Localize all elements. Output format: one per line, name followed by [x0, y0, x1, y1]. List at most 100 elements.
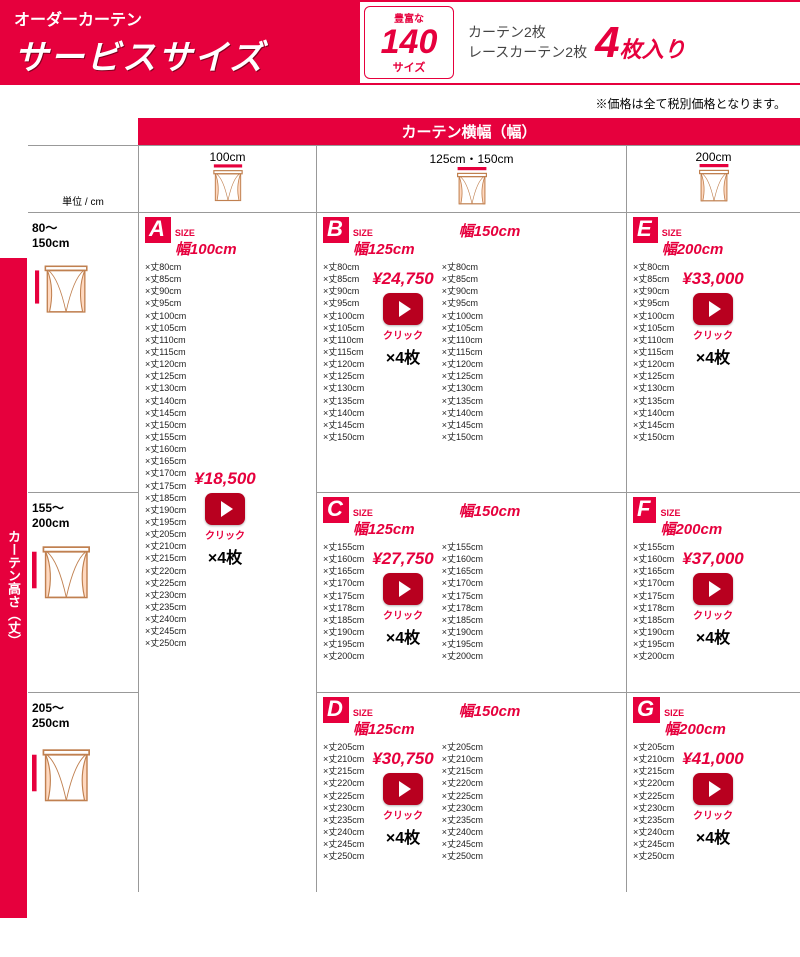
width-col-100: 100cm: [138, 146, 316, 212]
size-label: SIZE: [662, 228, 724, 238]
size-letter-c: C: [323, 497, 349, 523]
size-letter-g: G: [633, 697, 660, 723]
length-list-b2: 80cm85cm90cm95cm100cm105cm110cm115cm120c…: [442, 261, 483, 443]
qty-c: ×4枚: [372, 624, 433, 648]
size-label: SIZE: [660, 508, 722, 518]
header-qty: 4枚入り: [595, 18, 686, 68]
click-button-a[interactable]: [205, 493, 245, 525]
length-list-d2: 205cm210cm215cm220cm225cm230cm235cm240cm…: [442, 741, 483, 862]
size-width-d2: 幅150cm: [459, 700, 521, 721]
header-desc: カーテン2枚 レースカーテン2枚: [468, 23, 587, 62]
qty-b: ×4枚: [372, 344, 433, 368]
size-width-b2: 幅150cm: [459, 220, 521, 241]
width-axis-label: カーテン横幅（幅）: [138, 118, 800, 145]
click-label: クリック: [372, 327, 433, 342]
price-f: ¥37,000: [682, 549, 743, 569]
size-block-f: F SIZE幅200cm 155cm160cm165cm170cm175cm17…: [627, 492, 800, 692]
price-b: ¥24,750: [372, 269, 433, 289]
click-button-c[interactable]: [383, 573, 423, 605]
size-width-e: 幅200cm: [662, 238, 724, 259]
length-list-c2: 155cm160cm165cm170cm175cm178cm185cm190cm…: [442, 541, 483, 662]
size-block-a: A SIZE 幅100cm 80cm85cm90cm95cm100cm105cm…: [139, 212, 316, 892]
price-c: ¥27,750: [372, 549, 433, 569]
size-label: SIZE: [353, 228, 415, 238]
height-cell-2: 155～ 200cm: [28, 492, 138, 692]
header-title-block: オーダーカーテン サービスサイズ: [0, 2, 360, 83]
size-block-b: B SIZE幅125cm 幅150cm 80cm85cm90cm95cm100c…: [317, 212, 626, 492]
height-range-3: 205～ 250cm: [32, 699, 134, 730]
qty-num: 4: [595, 18, 619, 67]
qty-d: ×4枚: [372, 824, 433, 848]
height-cell-3: 205～ 250cm: [28, 692, 138, 892]
length-list-c1: 155cm160cm165cm170cm175cm178cm185cm190cm…: [323, 541, 364, 662]
curtain-icon: [206, 164, 250, 204]
click-button-g[interactable]: [693, 773, 733, 805]
click-label: クリック: [372, 607, 433, 622]
header-right: カーテン2枚 レースカーテン2枚 4枚入り: [458, 2, 800, 83]
click-button-e[interactable]: [693, 293, 733, 325]
size-block-c: C SIZE幅125cm 幅150cm 155cm160cm165cm170cm…: [317, 492, 626, 692]
size-block-g: G SIZE幅200cm 205cm210cm215cm220cm225cm23…: [627, 692, 800, 892]
qty-text: 枚入り: [620, 37, 686, 62]
size-width-d1: 幅125cm: [353, 718, 415, 739]
price-e: ¥33,000: [682, 269, 743, 289]
header-banner: オーダーカーテン サービスサイズ 豊富な 140 サイズ カーテン2枚 レースカ…: [0, 0, 800, 85]
size-label: SIZE: [664, 708, 726, 718]
price-d: ¥30,750: [372, 749, 433, 769]
size-count-badge: 豊富な 140 サイズ: [364, 6, 454, 79]
size-width-c1: 幅125cm: [353, 518, 415, 539]
width-col-125-150: 125cm・150cm: [316, 146, 626, 212]
size-letter-f: F: [633, 497, 656, 523]
size-letter-a: A: [145, 217, 171, 243]
click-label: クリック: [372, 807, 433, 822]
length-list-b1: 80cm85cm90cm95cm100cm105cm110cm115cm120c…: [323, 261, 364, 443]
price-g: ¥41,000: [682, 749, 743, 769]
badge-number: 140: [381, 25, 438, 59]
height-range-1: 80～ 150cm: [32, 219, 134, 250]
size-label: SIZE: [353, 708, 415, 718]
size-label: SIZE: [353, 508, 415, 518]
width-100-label: 100cm: [139, 150, 316, 164]
size-width-f: 幅200cm: [660, 518, 722, 539]
height-range-2: 155～ 200cm: [32, 499, 134, 530]
curtain-icon: [32, 258, 96, 316]
length-list-a: 80cm85cm90cm95cm100cm105cm110cm115cm120c…: [145, 261, 186, 650]
click-button-b[interactable]: [383, 293, 423, 325]
height-axis-label: カーテン高さ（丈）: [0, 258, 27, 918]
desc-line1: カーテン2枚: [468, 23, 587, 43]
qty-f: ×4枚: [682, 624, 743, 648]
size-block-d: D SIZE幅125cm 幅150cm 205cm210cm215cm220cm…: [317, 692, 626, 892]
length-list-f: 155cm160cm165cm170cm175cm178cm185cm190cm…: [633, 541, 674, 662]
length-list-d1: 205cm210cm215cm220cm225cm230cm235cm240cm…: [323, 741, 364, 862]
click-button-f[interactable]: [693, 573, 733, 605]
height-cell-1: 80～ 150cm: [28, 212, 138, 492]
size-letter-d: D: [323, 697, 349, 723]
width-column-headers: 単位 / cm 100cm 125cm・150cm 200cm: [28, 145, 800, 212]
desc-line2: レースカーテン2枚: [468, 43, 587, 63]
curtain-icon: [32, 738, 96, 808]
size-label: SIZE: [175, 228, 237, 238]
size-width-c2: 幅150cm: [459, 500, 521, 521]
curtain-icon: [446, 167, 498, 207]
click-label: クリック: [682, 807, 743, 822]
badge-unit: サイズ: [393, 59, 426, 75]
click-button-d[interactable]: [383, 773, 423, 805]
qty-e: ×4枚: [682, 344, 743, 368]
click-label: クリック: [682, 327, 743, 342]
qty-a: ×4枚: [194, 544, 255, 568]
header-title: サービスサイズ: [14, 30, 346, 79]
size-width-b1: 幅125cm: [353, 238, 415, 259]
size-letter-e: E: [633, 217, 658, 243]
header-subtitle: オーダーカーテン: [14, 6, 346, 30]
click-label: クリック: [682, 607, 743, 622]
width-col-200: 200cm: [626, 146, 800, 212]
size-block-e: E SIZE幅200cm 80cm85cm90cm95cm100cm105cm1…: [627, 212, 800, 492]
length-list-e: 80cm85cm90cm95cm100cm105cm110cm115cm120c…: [633, 261, 674, 443]
width-125-label: 125cm・150cm: [317, 150, 626, 167]
length-list-g: 205cm210cm215cm220cm225cm230cm235cm240cm…: [633, 741, 674, 862]
height-column: 80～ 150cm 155～ 200cm 205～ 250cm: [28, 212, 138, 892]
width-200-label: 200cm: [627, 150, 800, 164]
size-width-g: 幅200cm: [664, 718, 726, 739]
curtain-icon: [684, 164, 744, 204]
price-a: ¥18,500: [194, 469, 255, 489]
